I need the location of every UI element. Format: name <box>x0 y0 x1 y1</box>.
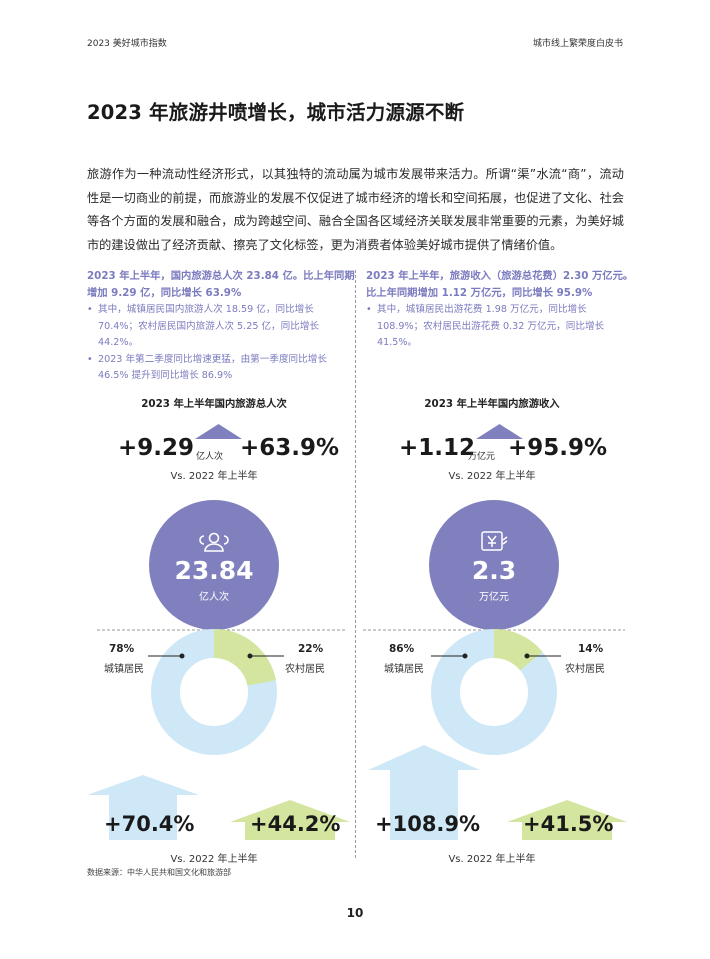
right-urban-growth: +108.9% <box>375 812 481 836</box>
left-total-circle <box>149 500 279 630</box>
right-vs-label-bottom: Vs. 2022 年上半年 <box>448 854 536 865</box>
right-rural-growth: +41.5% <box>523 812 614 836</box>
left-bullet-2-text: 2023 年第二季度同比增速更猛，由第一季度同比增长 46.5% 提升到同比增长… <box>98 353 327 382</box>
right-chart-title: 2023 年上半年国内旅游收入 <box>424 398 560 410</box>
left-growth-pct: +63.9% <box>240 435 340 461</box>
right-total-value: 2.3 <box>471 556 517 585</box>
left-increase-value: +9.29 <box>118 435 195 461</box>
left-vs-label: Vs. 2022 年上半年 <box>170 471 258 482</box>
column-divider <box>355 270 356 858</box>
left-headline: 2023 年上半年，国内旅游总人次 23.84 亿。比上年同期增加 9.29 亿… <box>87 270 355 299</box>
right-growth-pct: +95.9% <box>508 435 608 461</box>
right-donut-chart <box>431 629 557 755</box>
left-bullet-1: • 其中，城镇居民国内旅游人次 18.59 亿，同比增长 70.4%；农村居民国内… <box>87 304 320 348</box>
left-donut-chart <box>151 629 277 755</box>
right-rural-pct: 14% <box>578 643 604 655</box>
left-bullet-1-text: 其中，城镇居民国内旅游人次 18.59 亿，同比增长 70.4%；农村居民国内旅… <box>98 304 320 348</box>
left-urban-growth-arrow <box>87 775 199 840</box>
right-vs-label: Vs. 2022 年上半年 <box>448 471 536 482</box>
right-rural-growth-arrow <box>507 800 627 840</box>
right-bullet-1-text: 其中，城镇居民出游花费 1.98 万亿元，同比增长 108.9%；农村居民出游花… <box>377 304 605 348</box>
header-right: 城市线上繁荣度白皮书 <box>532 39 623 49</box>
right-total-circle <box>429 500 559 630</box>
yuan-ticket-icon <box>481 531 508 551</box>
page-title: 2023 年旅游井喷增长，城市活力源源不断 <box>87 101 465 124</box>
left-chart-title: 2023 年上半年国内旅游总人次 <box>141 398 287 410</box>
people-icon <box>199 532 229 552</box>
left-urban-label: 城镇居民 <box>104 664 144 675</box>
left-bullet-list: • 其中，城镇居民国内旅游人次 18.59 亿，同比增长 70.4%；农村居民国内… <box>87 302 349 385</box>
left-vs-label-bottom: Vs. 2022 年上半年 <box>170 854 258 865</box>
intro-paragraph: 旅游作为一种流动性经济形式，以其独特的流动属为城市发展带来活力。所谓“渠”水流“… <box>87 167 624 252</box>
left-total-value: 23.84 <box>174 556 254 585</box>
left-urban-growth: +70.4% <box>104 812 195 836</box>
left-rural-pct: 22% <box>298 643 324 655</box>
right-up-triangle <box>476 424 523 439</box>
right-total-unit: 万亿元 <box>479 592 509 603</box>
page-number: 10 <box>346 906 364 920</box>
right-urban-pct: 86% <box>389 643 415 655</box>
right-urban-growth-arrow <box>368 745 480 840</box>
left-donut-rural-slice <box>213 629 276 687</box>
left-leader-lines <box>148 653 284 659</box>
header-left: 2023 美好城市指数 <box>87 39 167 49</box>
right-urban-label: 城镇居民 <box>384 664 424 675</box>
left-up-triangle <box>195 424 242 439</box>
right-headline: 2023 年上半年，旅游收入（旅游总花费）2.30 万亿元。比上年同期增加 1.… <box>366 270 634 299</box>
left-urban-pct: 78% <box>109 643 135 655</box>
right-increase-value: +1.12 <box>399 435 476 461</box>
right-bullet-1: • 其中，城镇居民出游花费 1.98 万亿元，同比增长 108.9%；农村居民出游… <box>366 304 605 348</box>
data-source-note: 数据来源：中华人民共和国文化和旅游部 <box>87 868 231 877</box>
left-total-unit: 亿人次 <box>199 592 229 603</box>
right-bullet-list: • 其中，城镇居民出游花费 1.98 万亿元，同比增长 108.9%；农村居民出游… <box>366 302 628 352</box>
right-leader-lines <box>431 653 561 659</box>
left-rural-label: 农村居民 <box>285 664 325 675</box>
right-rural-label: 农村居民 <box>565 664 605 675</box>
right-donut-rural-slice <box>493 629 543 671</box>
left-rural-growth: +44.2% <box>250 812 341 836</box>
left-increase-unit: 亿人次 <box>196 452 224 462</box>
right-increase-unit: 万亿元 <box>468 452 496 462</box>
left-bullet-2: • 2023 年第二季度同比增速更猛，由第一季度同比增长 46.5% 提升到同比增… <box>87 353 327 382</box>
left-rural-growth-arrow <box>230 800 350 840</box>
